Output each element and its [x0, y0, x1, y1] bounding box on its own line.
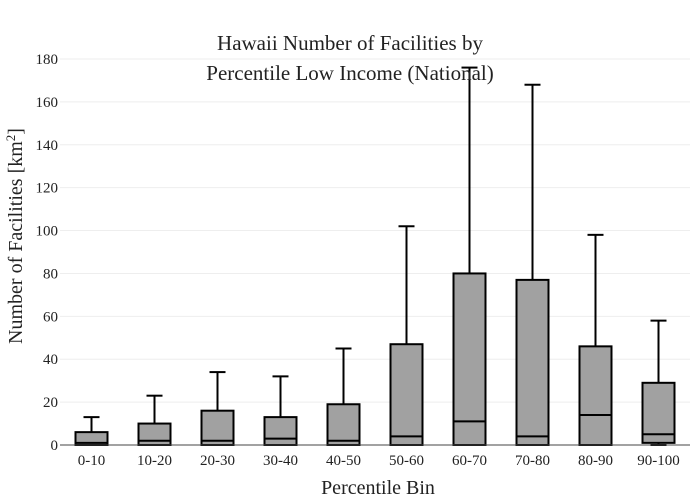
iqr-box — [137, 422, 172, 446]
y-tick-label: 20 — [43, 395, 58, 411]
x-tick-label: 80-90 — [578, 453, 613, 469]
iqr-box — [326, 403, 361, 446]
y-axis-label-end: ] — [5, 128, 27, 135]
chart-title-line-1: Hawaii Number of Facilities by — [217, 31, 483, 55]
iqr-box — [515, 278, 550, 446]
iqr-box — [578, 345, 613, 447]
plot-area — [74, 66, 676, 447]
box-50-60 — [389, 225, 424, 447]
x-tick-labels: 0-10 10-20 20-30 30-40 40-50 50-60 60-70 70-80 8… — [78, 453, 680, 469]
x-tick-label: 20-30 — [200, 453, 235, 469]
x-tick-label: 70-80 — [515, 453, 550, 469]
x-tick-label: 30-40 — [263, 453, 298, 469]
y-tick-label: 140 — [36, 138, 59, 154]
x-tick-label: 0-10 — [78, 453, 106, 469]
iqr-box — [452, 272, 487, 447]
box-10-20 — [137, 394, 172, 446]
iqr-box — [263, 416, 298, 446]
y-axis-label-main: Number of Facilities [km — [5, 141, 27, 344]
x-tick-label: 90-100 — [637, 453, 680, 469]
y-tick-label: 180 — [36, 52, 59, 68]
y-tick-label: 0 — [51, 438, 59, 454]
y-axis-label-superscript: 2 — [3, 135, 18, 142]
y-tick-label: 80 — [43, 266, 58, 282]
x-tick-label: 60-70 — [452, 453, 487, 469]
x-axis-label: Percentile Bin — [321, 477, 435, 499]
box-60-70 — [452, 66, 487, 447]
x-tick-label: 10-20 — [137, 453, 172, 469]
chart-title-line-2: Percentile Low Income (National) — [206, 61, 493, 85]
box-30-40 — [263, 375, 298, 446]
iqr-box — [641, 381, 676, 444]
box-20-30 — [200, 371, 235, 447]
box-40-50 — [326, 347, 361, 446]
iqr-box — [389, 343, 424, 447]
y-axis-label: Number of Facilities [km2] — [3, 128, 28, 344]
y-tick-label: 160 — [36, 95, 59, 111]
y-tick-label: 60 — [43, 309, 58, 325]
box-90-100 — [641, 319, 676, 446]
x-tick-label: 50-60 — [389, 453, 424, 469]
iqr-box — [200, 409, 235, 447]
box-0-10 — [74, 416, 109, 446]
y-tick-label: 40 — [43, 352, 58, 368]
y-tick-labels: 0 20 40 60 80 100 120 140 160 180 — [36, 52, 59, 454]
box-70-80 — [515, 83, 550, 446]
grid-lines — [60, 58, 690, 403]
y-tick-label: 120 — [36, 181, 59, 197]
box-80-90 — [578, 233, 613, 447]
x-tick-label: 40-50 — [326, 453, 361, 469]
y-tick-label: 100 — [36, 224, 59, 240]
